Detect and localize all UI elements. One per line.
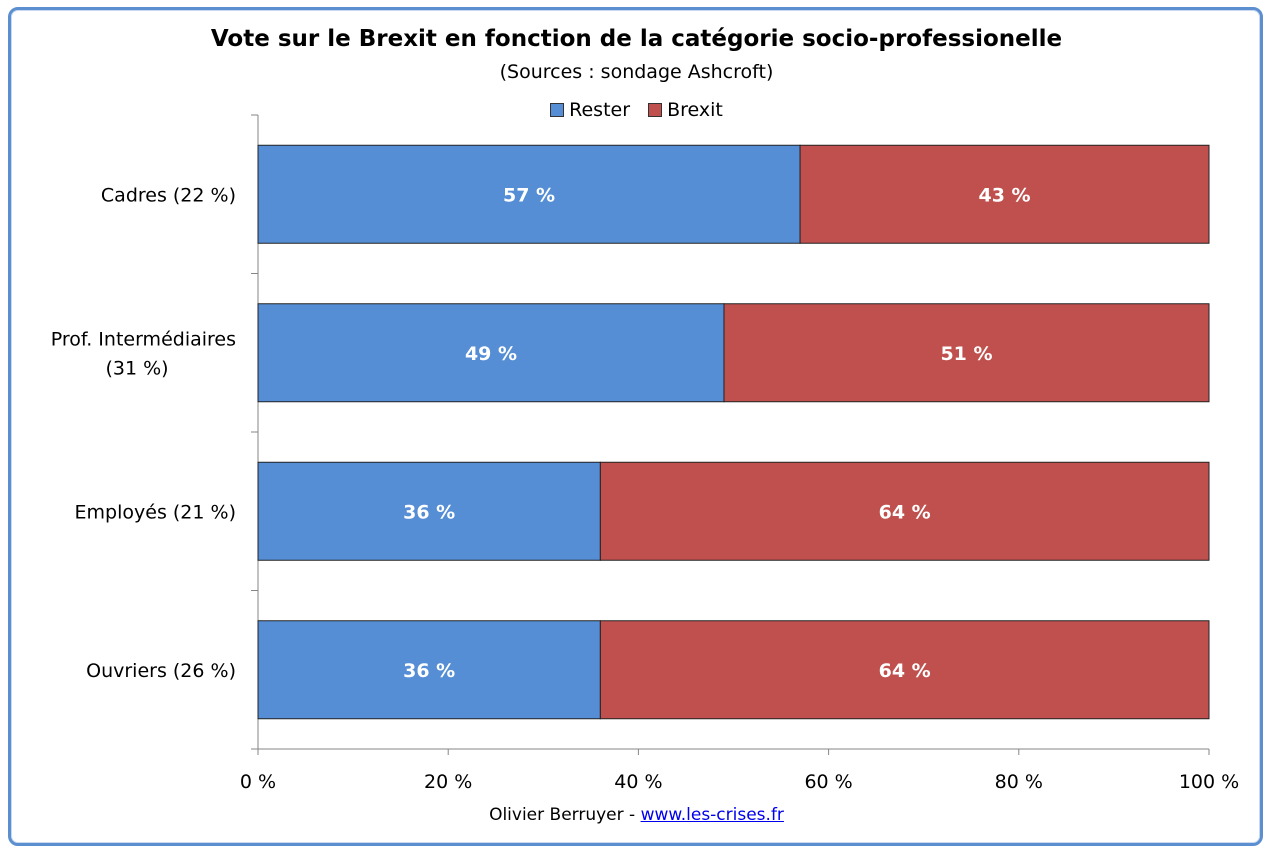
legend-label-rester: Rester: [569, 99, 631, 121]
bar-brexit: [799, 144, 1210, 244]
x-tick-label: 40 %: [614, 771, 662, 793]
footer-credit: Olivier Berruyer - www.les-crises.fr: [0, 805, 1273, 825]
bar-value-label: 64 %: [879, 660, 931, 682]
legend-swatch-rester: [550, 103, 565, 117]
category-label: Cadres (22 %): [101, 184, 236, 206]
bar-value-label: 51 %: [940, 343, 992, 365]
x-tick-label: 80 %: [995, 771, 1043, 793]
category-label: Ouvriers (26 %): [86, 660, 236, 682]
bar-value-label: 57 %: [503, 184, 555, 206]
bar-rester: [257, 144, 801, 244]
bar-rester: [257, 620, 601, 720]
x-tick-label: 60 %: [804, 771, 852, 793]
bar-value-label: 64 %: [879, 501, 931, 523]
x-tick-label: 0 %: [240, 771, 276, 793]
footer-separator: -: [623, 805, 641, 825]
x-tick-label: 20 %: [424, 771, 472, 793]
bar-brexit: [599, 620, 1210, 720]
bar-value-label: 36 %: [403, 660, 455, 682]
chart-subtitle: (Sources : sondage Ashcroft): [499, 61, 774, 83]
bar-value-label: 43 %: [978, 184, 1030, 206]
legend-item-brexit: Brexit: [648, 99, 723, 121]
footer-author: Olivier Berruyer: [489, 805, 624, 825]
bar-brexit: [599, 461, 1210, 561]
bar-rester: [257, 303, 725, 403]
legend-swatch-brexit: [648, 103, 663, 117]
bar-rester: [257, 461, 601, 561]
category-label: Prof. Intermédiaires: [51, 328, 236, 350]
x-tick-label: 100 %: [1179, 771, 1239, 793]
bar-value-label: 49 %: [465, 343, 517, 365]
chart-title: Vote sur le Brexit en fonction de la cat…: [210, 26, 1063, 52]
footer-link[interactable]: www.les-crises.fr: [640, 805, 784, 825]
bar-brexit: [723, 303, 1210, 403]
bar-value-label: 36 %: [403, 501, 455, 523]
legend-item-rester: Rester: [550, 99, 630, 121]
chart-legend: Rester Brexit: [0, 99, 1273, 122]
legend-label-brexit: Brexit: [667, 99, 723, 121]
category-label: Employés (21 %): [75, 501, 236, 523]
category-label: (31 %): [105, 357, 168, 379]
